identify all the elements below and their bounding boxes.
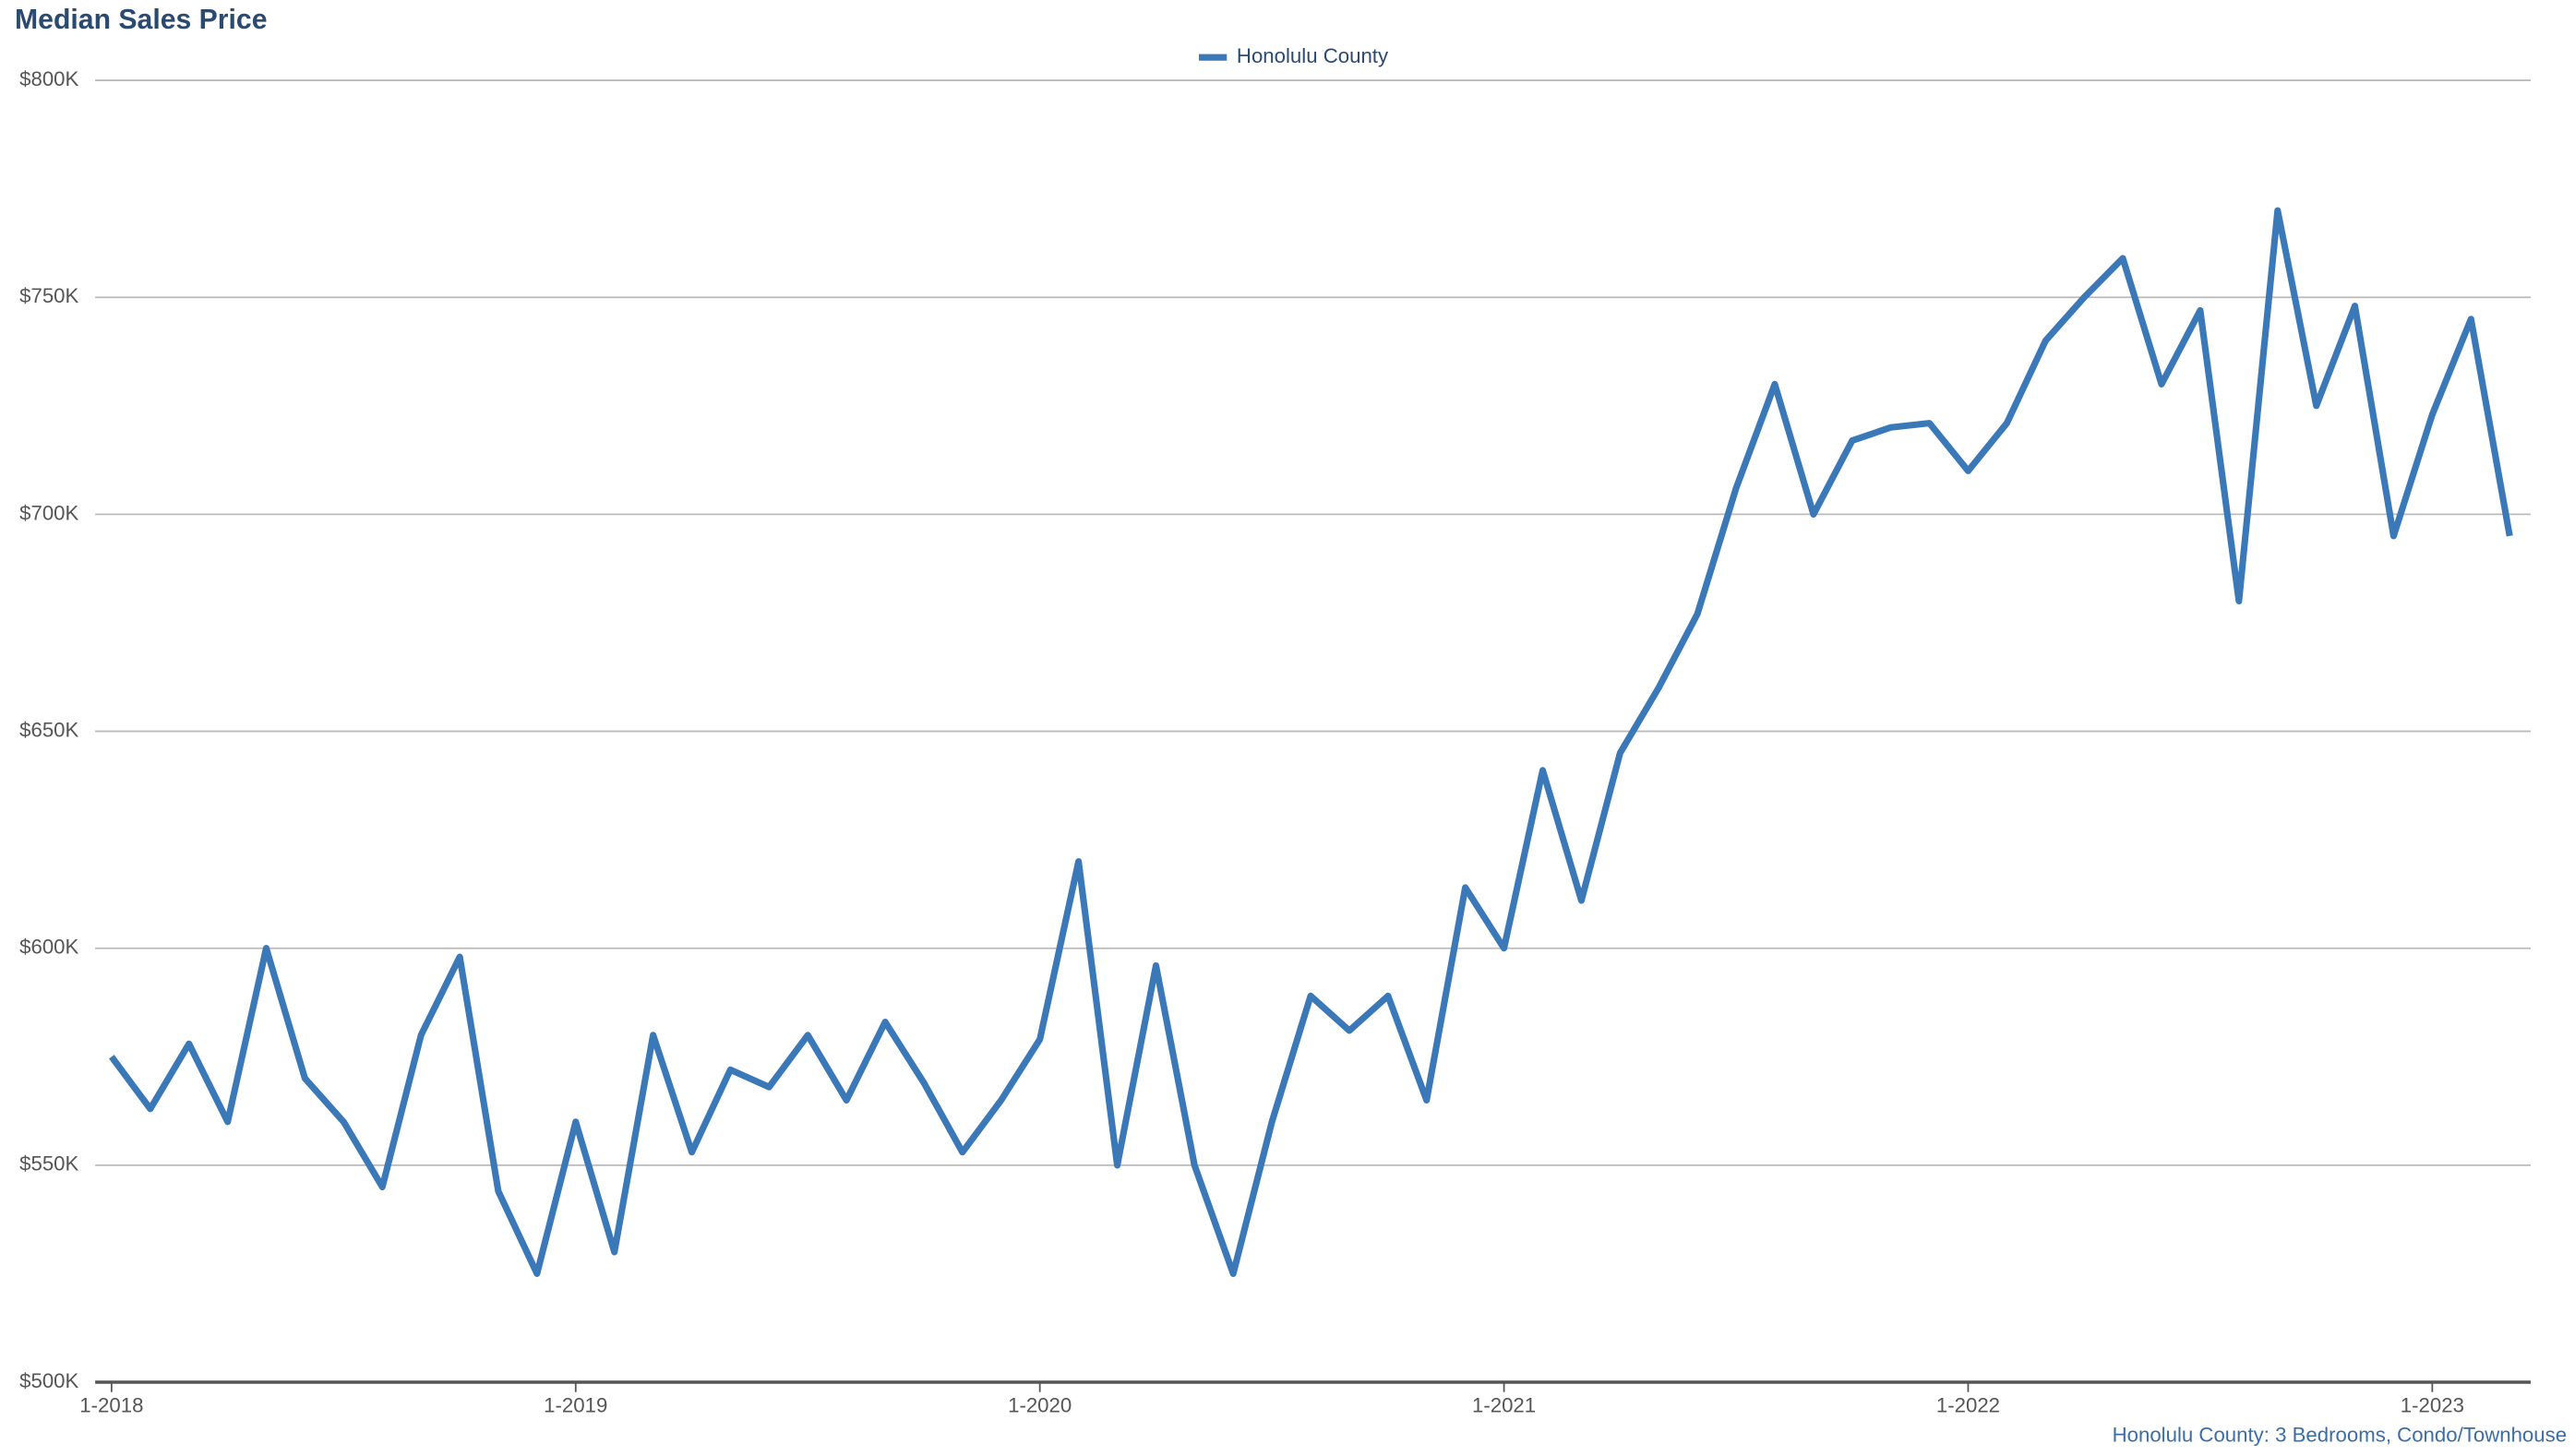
x-tick-label: 1-2022	[1936, 1394, 2000, 1417]
x-tick-label: 1-2019	[544, 1394, 607, 1417]
y-tick-label: $800K	[19, 67, 78, 90]
y-tick-label: $700K	[19, 501, 78, 524]
y-tick-label: $550K	[19, 1152, 78, 1176]
x-tick-label: 1-2023	[2401, 1394, 2464, 1417]
chart-title: Median Sales Price	[15, 5, 268, 35]
footnote: Honolulu County: 3 Bedrooms, Condo/Townh…	[2113, 1424, 2567, 1447]
y-tick-label: $750K	[19, 284, 78, 307]
y-tick-label: $650K	[19, 718, 78, 741]
data-line	[109, 207, 2513, 1277]
x-tick-label: 1-2021	[1472, 1394, 1536, 1417]
x-tick-label: 1-2018	[79, 1394, 143, 1417]
y-tick-label: $500K	[19, 1369, 78, 1392]
legend-label: Honolulu County	[1237, 44, 1389, 67]
x-tick-label: 1-2020	[1008, 1394, 1072, 1417]
y-tick-label: $600K	[19, 936, 78, 959]
